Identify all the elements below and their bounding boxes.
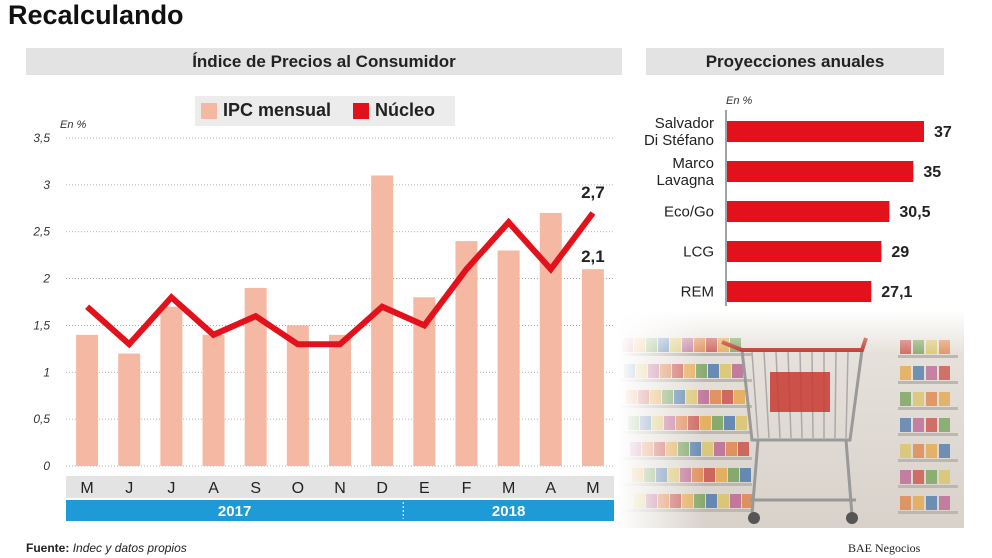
projection-bar (727, 241, 882, 262)
nucleo-last-label: 2,7 (581, 183, 605, 202)
ipc-bar (581, 269, 604, 466)
ipc-chart-title: Índice de Precios al Consumidor (26, 48, 622, 75)
x-tick-label: J (167, 480, 175, 497)
legend-swatch-ipc (201, 103, 217, 119)
projection-bar (727, 281, 872, 302)
y-tick-label: 0 (43, 459, 50, 473)
projection-bar (727, 161, 914, 182)
year-label: 2018 (492, 503, 525, 520)
legend: IPC mensual Núcleo (195, 96, 455, 126)
projection-category-label: Marco (672, 155, 714, 172)
year-axis-band (66, 500, 614, 521)
projection-category-label: Eco/Go (664, 204, 714, 221)
projection-category-label: REM (681, 284, 714, 301)
nucleo-line (85, 211, 596, 349)
projection-category-label: Salvador (655, 115, 714, 132)
y-tick-label: 2,5 (32, 225, 50, 239)
y-tick-label: 2 (42, 272, 50, 286)
ipc-bar (329, 334, 351, 466)
projection-category-label: LCG (683, 244, 714, 261)
x-tick-label: O (292, 480, 304, 497)
ipc-bar (76, 334, 99, 466)
footer-source: Fuente: Indec y datos propios (26, 541, 187, 555)
projections-unit-label: En % (726, 95, 753, 107)
ipc-unit-label: En % (60, 119, 87, 131)
projection-value-label: 35 (923, 164, 941, 181)
projections-chart-title: Proyecciones anuales (646, 48, 944, 75)
ipc-bar (244, 287, 267, 466)
ipc-bar (202, 334, 225, 466)
x-tick-label: E (419, 480, 430, 497)
footer-source-text: Indec y datos propios (72, 541, 187, 555)
x-tick-label: D (376, 480, 388, 497)
supermarket-photo (618, 310, 964, 528)
ipc-bar (160, 306, 183, 466)
ipc-bar (497, 250, 520, 466)
month-axis-band (66, 476, 614, 498)
legend-swatch-nucleo (353, 103, 369, 119)
ipc-bar (413, 297, 436, 466)
page-title: Recalculando (8, 0, 184, 30)
y-tick-label: 3,5 (33, 131, 50, 145)
y-tick-label: 1,5 (33, 318, 50, 332)
x-tick-label: F (462, 480, 472, 497)
x-tick-label: M (502, 480, 515, 497)
x-tick-label: A (208, 480, 219, 497)
ipc-bar (455, 241, 478, 466)
x-tick-label: J (125, 480, 133, 497)
year-label: 2017 (218, 503, 251, 520)
legend-label-ipc: IPC mensual (223, 100, 332, 120)
x-tick-label: N (334, 480, 346, 497)
footer-brand: BAE Negocios (848, 541, 921, 555)
y-tick-label: 3 (43, 178, 50, 192)
projection-value-label: 27,1 (881, 284, 912, 301)
x-tick-label: S (250, 480, 261, 497)
ipc-bar (371, 175, 394, 466)
footer-source-label: Fuente: (26, 541, 70, 555)
y-tick-label: 0,5 (33, 412, 50, 426)
projection-bar (727, 201, 890, 222)
ipc-bar (286, 325, 309, 466)
projection-value-label: 29 (891, 244, 909, 261)
y-tick-label: 1 (43, 365, 50, 379)
x-tick-label: M (586, 480, 599, 497)
x-tick-label: M (80, 480, 93, 497)
projection-value-label: 37 (934, 124, 952, 141)
legend-label-nucleo: Núcleo (375, 100, 436, 120)
projection-category-label: Lavagna (656, 172, 714, 189)
ipc-bar (539, 212, 562, 466)
ipc-last-label: 2,1 (581, 247, 605, 266)
projection-category-label: Di Stéfano (644, 132, 714, 149)
projection-value-label: 30,5 (899, 204, 930, 221)
projection-bar (727, 121, 924, 142)
x-tick-label: A (545, 480, 556, 497)
ipc-bar (118, 353, 141, 466)
